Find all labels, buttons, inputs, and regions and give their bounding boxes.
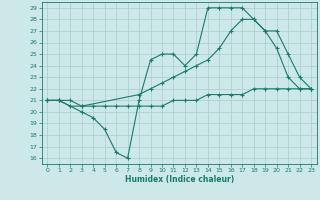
X-axis label: Humidex (Indice chaleur): Humidex (Indice chaleur) (124, 175, 234, 184)
